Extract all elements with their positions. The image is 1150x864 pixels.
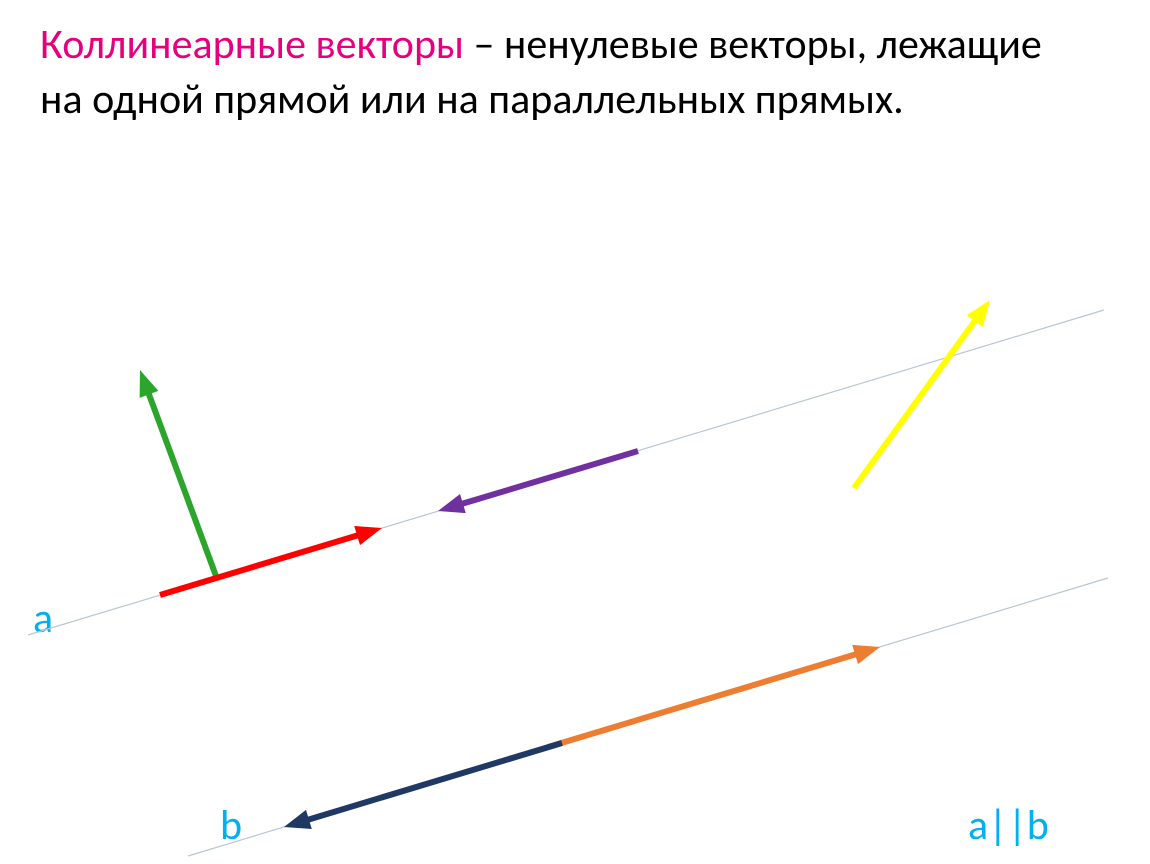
vector-diagram: [0, 0, 1150, 864]
vector-navy: [284, 743, 562, 829]
vector-green: [140, 370, 216, 576]
vector-yellow: [854, 300, 990, 488]
vector-red: [160, 526, 382, 595]
vector-purple: [438, 451, 638, 513]
vector-orange: [548, 645, 880, 747]
